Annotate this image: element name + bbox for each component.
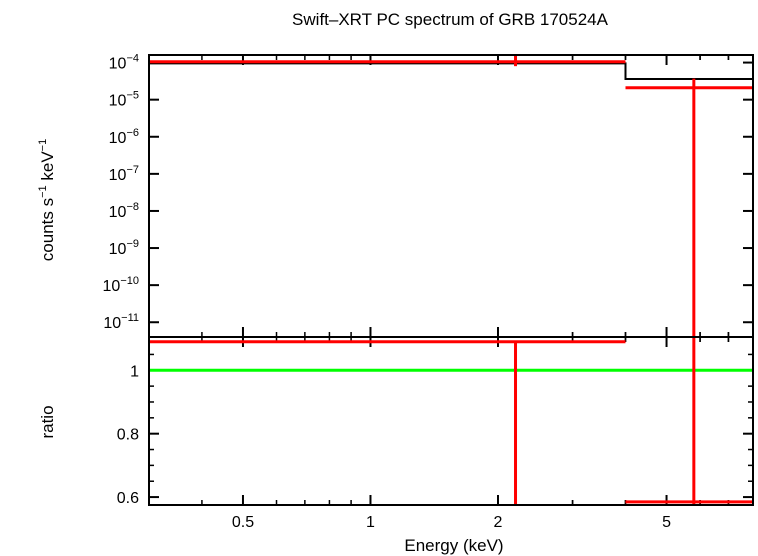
chart-title: Swift–XRT PC spectrum of GRB 170524A	[292, 10, 609, 29]
y-tick-label: 10−10	[103, 275, 139, 295]
spectrum-marks	[149, 55, 753, 337]
data-point	[625, 78, 753, 337]
ratio-axis-ticks	[148, 337, 754, 505]
spectrum-y-axis-label: counts s−1 keV−1	[37, 139, 57, 261]
x-tick-label: 2	[494, 514, 503, 531]
y-tick-label: 1	[130, 363, 139, 380]
x-axis-label: Energy (keV)	[404, 536, 503, 555]
y-tick-label: 10−9	[109, 238, 139, 258]
spectrum-axis-ticks	[148, 55, 754, 337]
x-tick-label: 0.5	[232, 514, 254, 531]
data-point	[149, 340, 626, 505]
y-tick-label: 10−11	[103, 312, 139, 332]
x-tick-labels: 0.5 1 2 5	[232, 514, 671, 531]
y-tick-label: 10−6	[109, 127, 139, 147]
y-tick-label: 0.6	[117, 490, 139, 507]
ratio-y-tick-labels: 0.6 0.8 1	[117, 363, 139, 507]
y-tick-label: 10−8	[109, 201, 139, 221]
x-tick-label: 1	[366, 514, 375, 531]
x-tick-label: 5	[662, 514, 671, 531]
ratio-panel: 0.6 0.8 1 ratio	[38, 336, 754, 507]
data-point	[625, 337, 753, 505]
ratio-y-axis-label: ratio	[38, 405, 57, 438]
data-point	[149, 55, 626, 67]
spectrum-plot-frame	[148, 54, 754, 338]
y-tick-label: 0.8	[117, 427, 139, 444]
y-tick-label: 10−4	[109, 53, 139, 73]
y-tick-label: 10−5	[109, 90, 139, 110]
spectrum-panel: 10−4 10−5 10−6 10−7 10−8 10−9 10−10 10−11 count…	[37, 53, 754, 338]
ratio-plot-frame	[148, 336, 754, 506]
spectrum-y-tick-labels: 10−4 10−5 10−6 10−7 10−8 10−9 10−10 10−11	[103, 53, 139, 333]
y-tick-label: 10−7	[109, 164, 139, 184]
model-step-line	[149, 62, 753, 81]
ratio-marks	[149, 337, 753, 505]
